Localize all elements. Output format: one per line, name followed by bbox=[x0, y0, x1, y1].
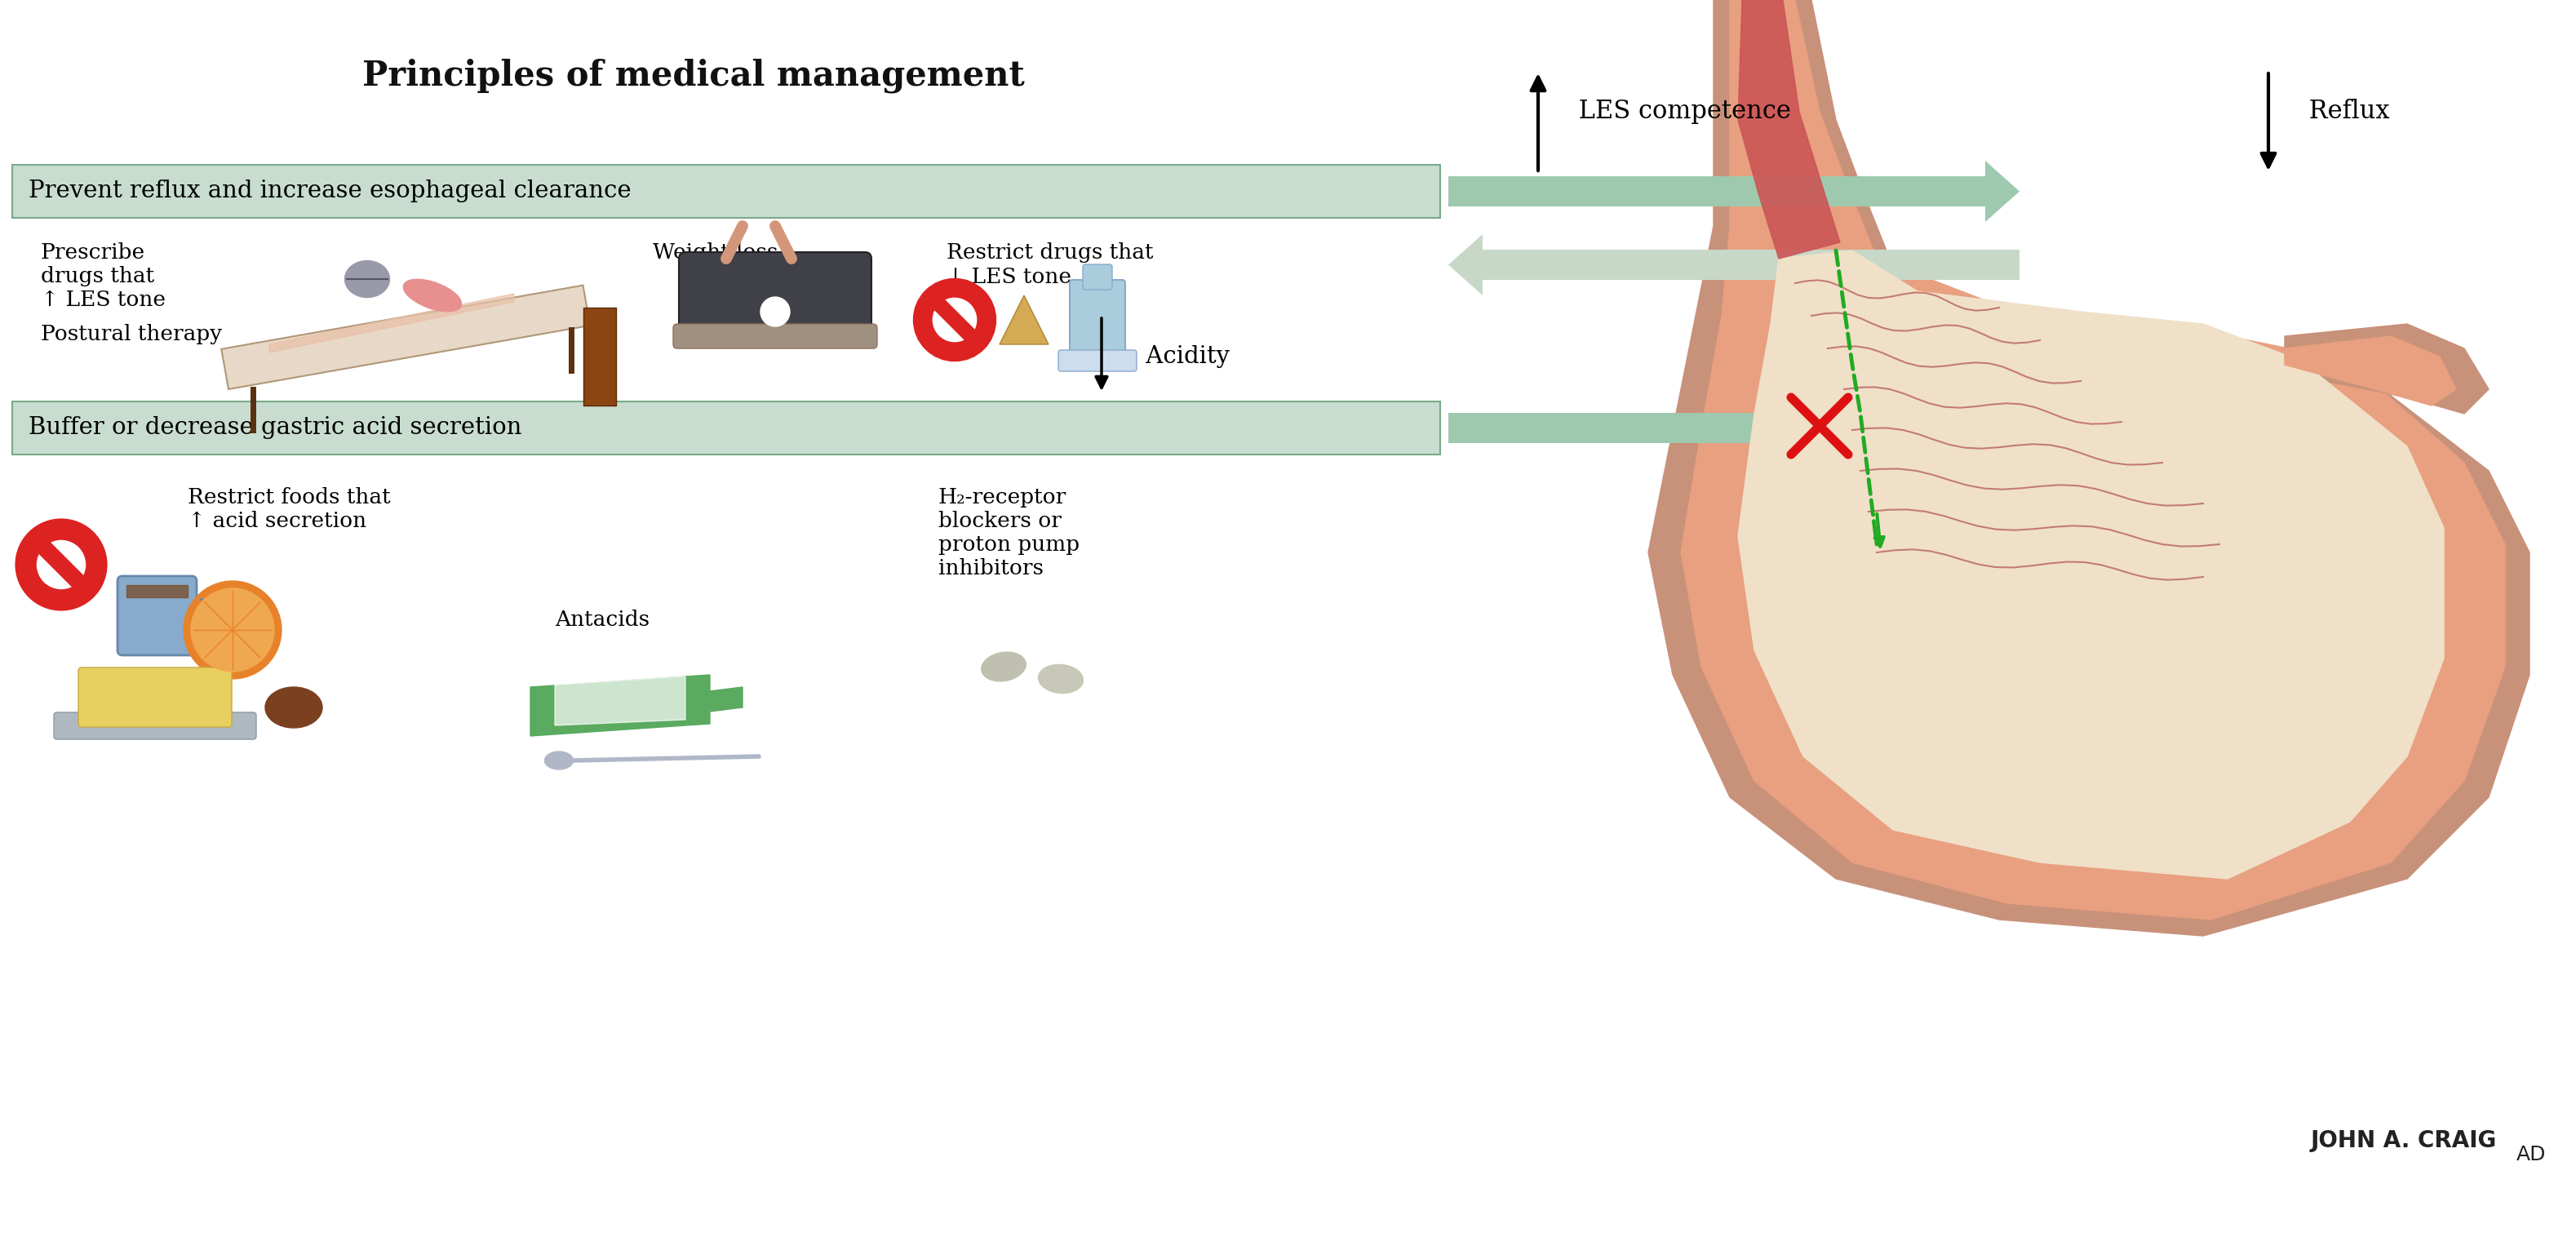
Text: Reflux: Reflux bbox=[2300, 100, 2391, 125]
Text: Antacids: Antacids bbox=[554, 609, 649, 630]
FancyBboxPatch shape bbox=[1484, 249, 2020, 280]
Text: Principles of medical management: Principles of medical management bbox=[363, 59, 1025, 93]
Polygon shape bbox=[1448, 234, 1484, 295]
Polygon shape bbox=[126, 586, 188, 597]
FancyBboxPatch shape bbox=[54, 713, 255, 739]
FancyBboxPatch shape bbox=[118, 576, 196, 655]
Text: Acidity: Acidity bbox=[1139, 345, 1229, 368]
FancyBboxPatch shape bbox=[1082, 264, 1113, 289]
FancyBboxPatch shape bbox=[13, 164, 1440, 218]
Ellipse shape bbox=[404, 279, 461, 312]
Text: H₂-receptor
blockers or
proton pump
inhibitors: H₂-receptor blockers or proton pump inhi… bbox=[938, 487, 1079, 578]
Text: Restrict drugs that
↓ LES tone: Restrict drugs that ↓ LES tone bbox=[945, 242, 1154, 287]
Circle shape bbox=[26, 531, 95, 599]
Ellipse shape bbox=[981, 652, 1025, 682]
Polygon shape bbox=[1682, 0, 2504, 920]
Ellipse shape bbox=[265, 687, 322, 728]
Circle shape bbox=[933, 298, 976, 343]
Ellipse shape bbox=[544, 751, 574, 770]
Text: LES competence: LES competence bbox=[1571, 100, 1790, 125]
Ellipse shape bbox=[1038, 664, 1082, 693]
FancyBboxPatch shape bbox=[13, 401, 1440, 455]
Polygon shape bbox=[2285, 336, 2455, 405]
Polygon shape bbox=[183, 581, 281, 679]
Polygon shape bbox=[711, 687, 742, 711]
FancyBboxPatch shape bbox=[1059, 350, 1136, 371]
FancyBboxPatch shape bbox=[680, 252, 871, 339]
Polygon shape bbox=[999, 295, 1048, 344]
FancyBboxPatch shape bbox=[582, 308, 616, 405]
Ellipse shape bbox=[345, 260, 389, 298]
Polygon shape bbox=[554, 677, 685, 725]
Polygon shape bbox=[270, 294, 515, 353]
Polygon shape bbox=[222, 285, 590, 389]
Text: Prescribe
drugs that
↑ LES tone: Prescribe drugs that ↑ LES tone bbox=[41, 242, 165, 310]
Circle shape bbox=[760, 297, 791, 326]
FancyBboxPatch shape bbox=[1448, 412, 1986, 444]
Polygon shape bbox=[1986, 397, 2020, 459]
Text: AD: AD bbox=[2517, 1145, 2545, 1165]
FancyBboxPatch shape bbox=[1069, 280, 1126, 360]
Text: JOHN A. CRAIG: JOHN A. CRAIG bbox=[2311, 1129, 2496, 1153]
Polygon shape bbox=[1649, 0, 2530, 936]
Circle shape bbox=[36, 540, 85, 589]
FancyBboxPatch shape bbox=[77, 668, 232, 726]
Polygon shape bbox=[1986, 161, 2020, 222]
FancyBboxPatch shape bbox=[672, 324, 878, 349]
Polygon shape bbox=[531, 675, 711, 736]
Circle shape bbox=[925, 289, 987, 351]
Text: Postural therapy: Postural therapy bbox=[41, 324, 222, 344]
Polygon shape bbox=[1739, 0, 1839, 259]
Polygon shape bbox=[1739, 250, 2445, 878]
Polygon shape bbox=[191, 588, 273, 672]
Text: Buffer or decrease gastric acid secretion: Buffer or decrease gastric acid secretio… bbox=[28, 416, 523, 440]
Polygon shape bbox=[2285, 324, 2488, 414]
Text: Restrict foods that
↑ acid secretion: Restrict foods that ↑ acid secretion bbox=[188, 487, 392, 531]
FancyBboxPatch shape bbox=[1448, 176, 1986, 207]
Text: Weight loss: Weight loss bbox=[652, 242, 778, 263]
Text: Prevent reflux and increase esophageal clearance: Prevent reflux and increase esophageal c… bbox=[28, 179, 631, 203]
